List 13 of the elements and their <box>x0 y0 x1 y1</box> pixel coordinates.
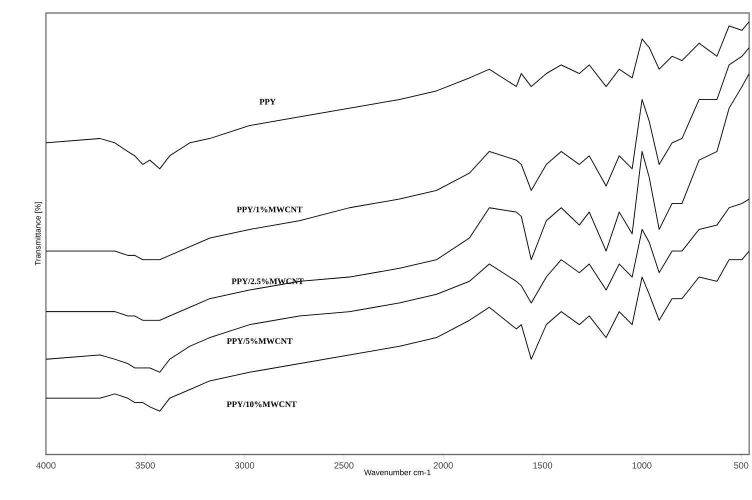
text: PPY/10%MWCNT <box>226 401 297 407</box>
x-tick-label: 2000 <box>434 462 453 468</box>
series-label: PPY/2.5%MWCNT <box>232 278 304 284</box>
series-label: PPY/5%MWCNT <box>226 338 292 344</box>
x-tick-label: 3500 <box>136 462 155 468</box>
x-tick-label: 4000 <box>36 462 56 468</box>
x-tick-label: 500 <box>734 462 748 468</box>
x-tick-label: 1500 <box>533 462 552 468</box>
x-tick-label: 3000 <box>234 462 254 468</box>
x-tick-label: 2500 <box>334 462 354 468</box>
series-label: PPY/1%MWCNT <box>236 206 302 212</box>
x-tick-label: 1000 <box>632 462 652 468</box>
series-label: PPY <box>260 98 276 104</box>
